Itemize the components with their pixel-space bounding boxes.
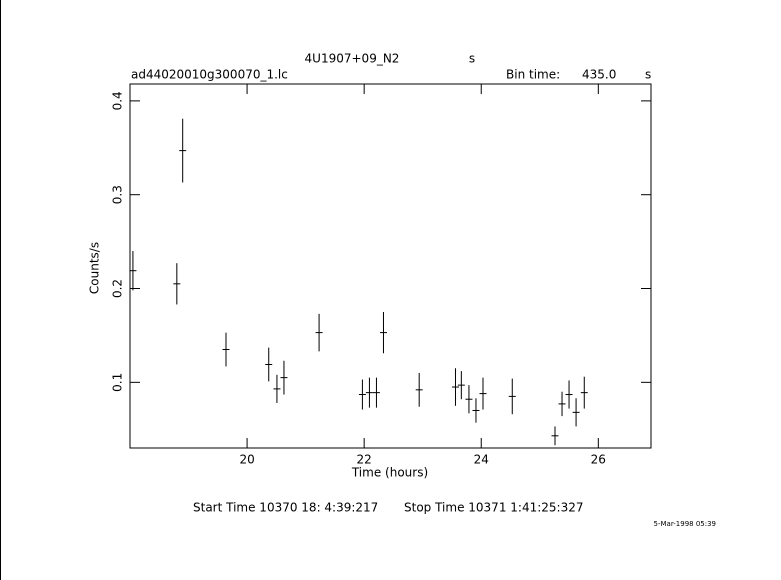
y-tick-label: 0.1 <box>111 373 125 392</box>
date-stamp: 5-Mar-1998 05:39 <box>654 520 716 528</box>
y-tick-label: 0.2 <box>111 279 125 298</box>
x-axis-label: Time (hours) <box>351 466 428 480</box>
x-tick-label: 20 <box>239 453 254 467</box>
bin-time: 435.0 <box>582 68 616 82</box>
chart-title: 4U1907+09_N2 <box>305 52 400 66</box>
y-axis-label: Counts/s <box>88 242 102 294</box>
x-tick-label: 24 <box>474 453 489 467</box>
bin-time-unit: s <box>645 68 651 82</box>
start-time: Start Time 10370 18: 4:39:217 <box>193 501 378 515</box>
title-unit: s <box>469 52 475 66</box>
bin-time-label: Bin time: <box>506 68 560 82</box>
x-tick-label: 22 <box>357 453 372 467</box>
file-name: ad44020010g300070_1.lc <box>131 68 288 82</box>
x-tick-label: 26 <box>591 453 606 467</box>
plot-frame <box>129 83 652 449</box>
stop-time: Stop Time 10371 1:41:25:327 <box>404 501 583 515</box>
y-tick-label: 0.3 <box>111 185 125 204</box>
y-tick-label: 0.4 <box>111 91 125 110</box>
